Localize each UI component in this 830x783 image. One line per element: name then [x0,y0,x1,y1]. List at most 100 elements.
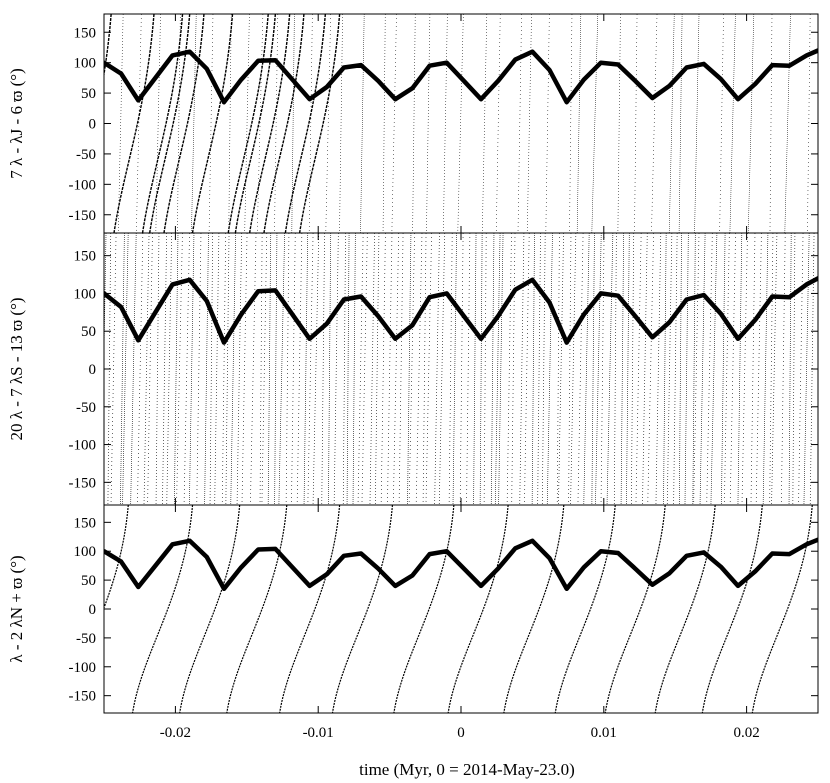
fast-angle-streak [755,233,762,505]
fast-angle-streak [408,233,415,505]
slow-angle-track [248,14,291,233]
fast-angle-streak [693,233,700,505]
fast-angle-streak [506,233,512,505]
y-axis-label: 7 λ - λJ - 6 ϖ (°) [7,68,26,178]
slow-angle-track [113,14,155,233]
overlay-curve [104,537,818,592]
fast-angle-streak [196,233,202,505]
fast-angle-streak [325,14,331,233]
fast-angle-streak [741,233,748,505]
y-tick-label: -150 [69,208,97,224]
fast-angle-streak [412,14,416,233]
fast-angle-streak [490,233,495,505]
fast-angle-streak [710,233,718,505]
fast-angle-streak [391,14,397,233]
slow-angle-track [163,14,205,233]
fast-angle-streak [209,233,214,505]
x-tick-label: -0.01 [303,725,334,741]
fast-angle-streak [374,233,380,505]
fast-angle-streak [591,14,599,233]
fast-angle-streak [236,233,243,505]
slow-angle-track [141,14,184,233]
slow-angle-track [227,14,269,233]
fast-angle-streak [328,233,332,505]
fast-angle-streak [120,233,125,505]
fast-angle-streak [769,14,773,233]
fast-angle-streak [166,233,173,505]
slow-angle-track [447,505,509,713]
fast-angle-streak [673,233,678,505]
fast-angle-streak [577,233,584,505]
fast-angle-streak [729,14,736,233]
y-tick-label: 50 [81,324,96,340]
fast-angle-streak [346,233,350,505]
fast-angle-streak [380,233,386,505]
y-tick-label: 100 [74,286,97,302]
y-tick-label: -50 [76,147,96,163]
y-tick-label: -50 [76,631,96,647]
fast-angle-streak [692,233,696,505]
fast-angle-streak [291,233,296,505]
y-tick-label: 150 [74,25,97,41]
slow-angle-track [393,505,455,713]
slow-angle-track [263,14,305,233]
fast-angle-streak [750,233,756,505]
panel-frame [103,13,819,234]
slow-angle-track [191,14,234,233]
fast-angle-streak [230,233,236,505]
fast-angle-streak [511,233,516,505]
fast-angle-streak [214,233,220,505]
y-tick-label: 150 [74,249,97,265]
fast-angle-streak [176,233,183,505]
fast-angle-streak [678,14,683,233]
fast-angle-streak [162,233,168,505]
fast-angle-streak [606,233,614,505]
slow-angle-track [234,14,277,233]
fast-angle-streak [788,233,792,505]
fast-angle-streak [333,233,339,505]
fast-angle-streak [426,14,431,233]
fast-angle-streak [204,233,209,505]
fast-angle-streak [285,233,290,505]
fast-angle-streak [339,14,343,233]
fast-angle-streak [694,14,700,233]
fast-angle-streak [617,14,621,233]
fast-angle-streak [620,233,624,505]
fast-angle-streak [382,14,386,233]
fast-angle-streak [642,233,648,505]
fast-angle-streak [425,233,432,505]
fast-angle-streak [494,233,501,505]
y-tick-label: 0 [89,117,97,133]
slow-angle-track [503,505,565,713]
fast-angle-streak [626,233,630,505]
fast-angle-streak [666,233,673,505]
fast-angle-streak [228,14,232,233]
fast-angle-streak [130,233,137,505]
fast-angle-streak [537,233,541,505]
slow-angle-track [751,505,813,713]
fast-angle-streak [635,233,642,505]
y-tick-label: -150 [69,475,97,491]
fast-angle-streak [498,233,504,505]
y-tick-label: 150 [74,515,97,531]
fast-angle-streak [591,233,595,505]
y-tick-label: -100 [69,660,97,676]
fast-angle-streak [647,233,654,505]
fast-angle-streak [519,233,525,505]
fast-angle-streak [634,14,638,233]
fast-angle-streak [442,14,448,233]
overlay-curve [104,276,818,345]
fast-angle-streak [407,233,412,505]
fast-angle-streak [208,14,214,233]
slow-angle-track [104,505,129,610]
fast-angle-streak [568,233,572,505]
slow-angle-track [131,505,194,713]
fast-angle-streak [784,14,791,233]
fast-angle-streak [569,14,573,233]
fast-angle-streak [723,233,730,505]
y-tick-label: -150 [69,689,97,705]
panel-2-points [104,233,818,505]
fast-angle-streak [531,233,535,505]
panels-layer: 150 100 50 0 -50 -100 -150 7 λ - λJ - 6 ϖ (°) 15… [7,13,819,741]
fast-angle-streak [357,233,364,505]
